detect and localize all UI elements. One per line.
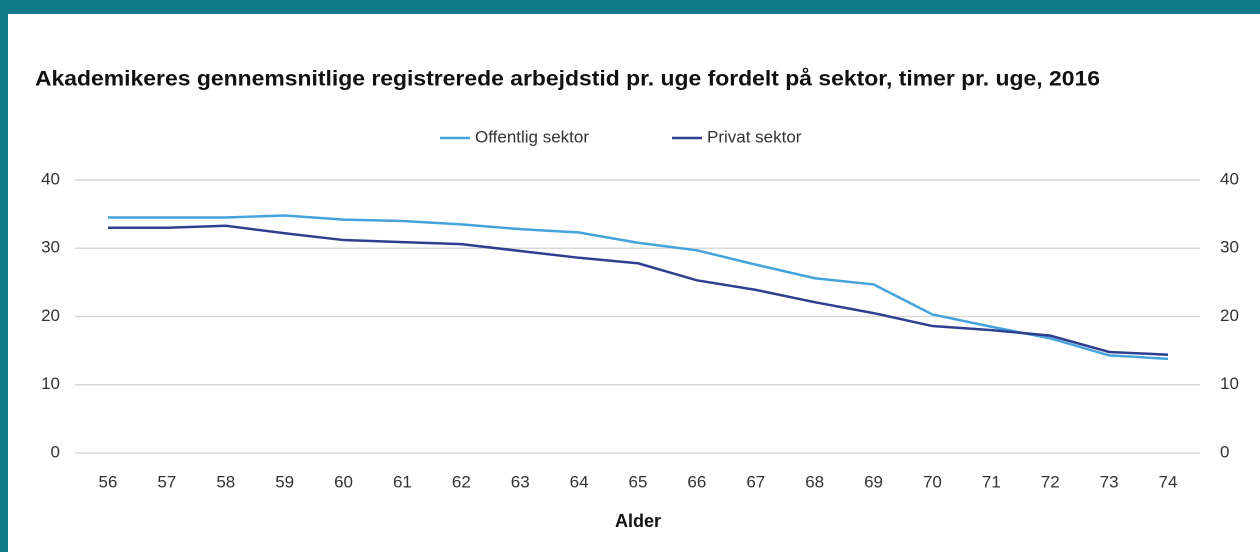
x-tick-label: 60 bbox=[334, 472, 353, 491]
x-tick-label: 65 bbox=[629, 472, 648, 491]
y2-tick-label: 10 bbox=[1220, 374, 1239, 393]
x-tick-label: 62 bbox=[452, 472, 471, 491]
legend-label: Offentlig sektor bbox=[475, 127, 589, 146]
x-tick-label: 58 bbox=[216, 472, 235, 491]
y-tick-label: 0 bbox=[51, 442, 60, 461]
y-tick-label: 20 bbox=[41, 306, 60, 325]
y2-tick-label: 30 bbox=[1220, 238, 1239, 257]
x-tick-label: 57 bbox=[157, 472, 176, 491]
x-tick-label: 66 bbox=[687, 472, 706, 491]
x-tick-label: 68 bbox=[805, 472, 824, 491]
legend-label: Privat sektor bbox=[707, 127, 802, 146]
y2-tick-label: 20 bbox=[1220, 306, 1239, 325]
x-tick-label: 72 bbox=[1041, 472, 1060, 491]
x-tick-label: 64 bbox=[570, 472, 589, 491]
x-tick-label: 70 bbox=[923, 472, 942, 491]
x-tick-label: 61 bbox=[393, 472, 412, 491]
x-tick-label: 71 bbox=[982, 472, 1001, 491]
data-line bbox=[108, 214, 1169, 361]
y2-tick-label: 0 bbox=[1220, 442, 1229, 461]
x-axis-label: Alder bbox=[615, 511, 661, 531]
x-tick-label: 63 bbox=[511, 472, 530, 491]
chart-title: Akademikeres gennemsnitlige registrerede… bbox=[35, 68, 1100, 91]
chart-background bbox=[8, 14, 1260, 552]
y-tick-label: 30 bbox=[41, 238, 60, 257]
x-tick-label: 67 bbox=[746, 472, 765, 491]
y2-tick-label: 40 bbox=[1220, 169, 1239, 188]
y-tick-label: 10 bbox=[41, 374, 60, 393]
x-tick-label: 73 bbox=[1100, 472, 1119, 491]
x-tick-label: 59 bbox=[275, 472, 294, 491]
x-tick-label: 69 bbox=[864, 472, 883, 491]
x-tick-label: 56 bbox=[99, 472, 118, 491]
x-tick-label: 74 bbox=[1159, 472, 1178, 491]
data-line bbox=[108, 224, 1169, 356]
y-tick-label: 40 bbox=[41, 169, 60, 188]
